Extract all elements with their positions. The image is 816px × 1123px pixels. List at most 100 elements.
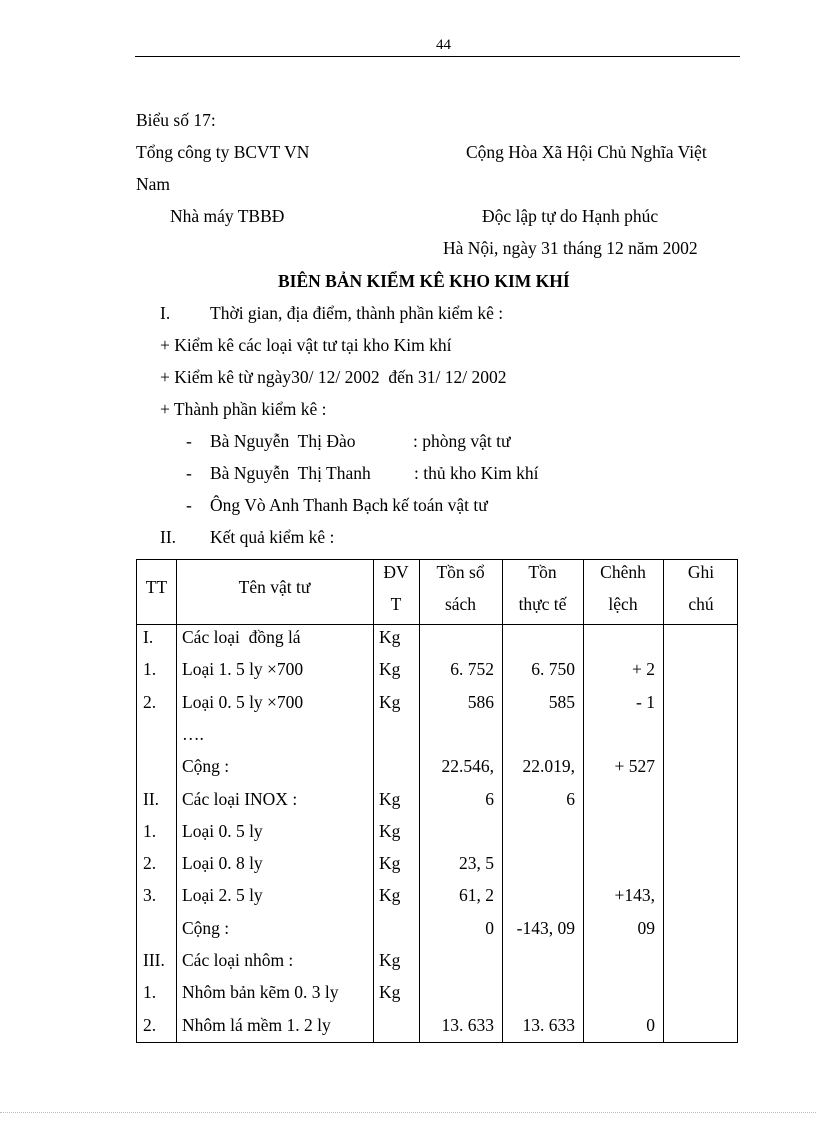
cell-book-stock: Tồn sổ: [436, 562, 485, 582]
section1-text: Thời gian, địa điểm, thành phần kiểm kê …: [210, 303, 504, 323]
cell-difference: +143,: [614, 885, 656, 906]
cell-tt: 3.: [143, 885, 157, 906]
cell-book-stock: 61, 2: [459, 885, 494, 906]
page-bottom-edge: [0, 1112, 816, 1113]
member-role: : kế toán vật tư: [383, 495, 488, 515]
header-rule: [135, 56, 740, 57]
cell-book-stock: 0: [485, 917, 494, 938]
cell-book-stock: 6: [485, 788, 494, 809]
member-dash: -: [186, 495, 192, 515]
cell-difference: Chênh: [600, 562, 646, 582]
column-divider: [663, 560, 664, 1042]
inventory-table: TT Tên vật tư ĐV T Tồn sổ sách Tồn thực tế Chênh…: [136, 559, 738, 1043]
column-divider: [176, 560, 177, 1042]
form-label: Biểu số 17:: [136, 110, 216, 130]
cell-book-stock: 23, 5: [459, 853, 494, 874]
cell-name: Loại 0. 8 ly: [182, 853, 263, 874]
cell-unit: Kg: [379, 853, 401, 874]
section2-text: Kết quả kiểm kê :: [210, 527, 335, 547]
cell-actual-stock: 22.019,: [522, 756, 576, 777]
member-name: Ông Vò Anh Thanh Bạch: [210, 495, 389, 515]
section1-num: I.: [160, 303, 171, 323]
cell-actual-stock: Tồn: [528, 562, 557, 582]
page-number: 44: [436, 37, 451, 53]
cell-unit: Kg: [379, 950, 401, 970]
bullet: + Kiểm kê các loại vật tư tại kho Kim kh…: [160, 335, 452, 355]
cell-book-stock: 13. 633: [441, 1014, 495, 1035]
member-role: : phòng vật tư: [413, 431, 511, 451]
cell-name: Các loại đồng lá: [182, 627, 301, 647]
cell-tt: 2.: [143, 691, 157, 712]
cell-tt: TT: [145, 577, 168, 597]
cell-actual-stock: thực tế: [518, 594, 567, 614]
bullet: + Kiểm kê từ ngày30/ 12/ 2002 đến 31/ 12…: [160, 367, 507, 387]
cell-difference: 0: [646, 1014, 655, 1035]
cell-name: Cộng :: [182, 917, 230, 938]
cell-actual-stock: 6. 750: [531, 659, 575, 680]
member-name: Bà Nguyễn Thị Đào: [210, 431, 356, 451]
cell-book-stock: sách: [444, 594, 477, 614]
org-right-2: Độc lập tự do Hạnh phúc: [482, 206, 659, 226]
cell-tt: 2.: [143, 1014, 157, 1035]
cell-tt: I.: [143, 627, 154, 647]
cell-book-stock: 586: [467, 691, 494, 712]
org-right-1-cont: Nam: [136, 174, 171, 194]
cell-unit: Kg: [379, 691, 401, 712]
cell-unit: T: [390, 594, 402, 614]
document-title: BIÊN BẢN KIỂM KÊ KHO KIM KHÍ: [278, 271, 570, 291]
member-name: Bà Nguyễn Thị Thanh: [210, 463, 371, 483]
column-divider: [419, 560, 420, 1042]
cell-name: Cộng :: [182, 756, 230, 777]
cell-note: Ghi: [687, 562, 715, 582]
cell-unit: Kg: [379, 659, 401, 680]
cell-tt: 1.: [143, 982, 157, 1003]
member-role: : thủ kho Kim khí: [414, 463, 539, 483]
org-left-1: Tổng công ty BCVT VN: [136, 142, 310, 162]
member-dash: -: [186, 463, 192, 483]
cell-name: Loại 1. 5 ly ×700: [182, 659, 304, 680]
cell-name: Nhôm lá mềm 1. 2 ly: [182, 1014, 331, 1035]
cell-actual-stock: 13. 633: [522, 1014, 576, 1035]
cell-tt: 1.: [143, 659, 157, 680]
cell-difference: - 1: [636, 691, 655, 712]
cell-difference: 09: [637, 917, 656, 938]
cell-note: chú: [688, 594, 714, 614]
cell-tt: 1.: [143, 820, 157, 841]
cell-name: Loại 0. 5 ly ×700: [182, 691, 304, 712]
cell-name: Loại 2. 5 ly: [182, 885, 263, 906]
org-left-2: Nhà máy TBBĐ: [170, 206, 285, 226]
column-divider: [502, 560, 503, 1042]
cell-unit: Kg: [379, 885, 401, 906]
cell-actual-stock: 585: [548, 691, 575, 712]
column-divider: [583, 560, 584, 1042]
cell-unit: Kg: [379, 627, 401, 647]
cell-actual-stock: -143, 09: [516, 917, 575, 938]
bullet: + Thành phần kiểm kê :: [160, 399, 327, 419]
cell-difference: lệch: [608, 594, 638, 614]
org-right-1: Cộng Hòa Xã Hội Chủ Nghĩa Việt: [466, 142, 707, 162]
cell-tt: III.: [143, 950, 165, 970]
cell-unit: Kg: [379, 820, 401, 841]
cell-difference: + 527: [614, 756, 656, 777]
date-line: Hà Nội, ngày 31 tháng 12 năm 2002: [443, 238, 698, 258]
cell-name: Loại 0. 5 ly: [182, 820, 263, 841]
cell-unit: ĐV: [383, 562, 409, 582]
cell-book-stock: 22.546,: [441, 756, 495, 777]
cell-name: Các loại nhôm :: [182, 950, 294, 970]
header-divider: [137, 624, 737, 625]
cell-tt: 2.: [143, 853, 157, 874]
cell-difference: + 2: [632, 659, 655, 680]
column-divider: [373, 560, 374, 1042]
cell-name: Nhôm bản kẽm 0. 3 ly: [182, 982, 339, 1003]
cell-actual-stock: 6: [566, 788, 575, 809]
cell-tt: II.: [143, 788, 160, 809]
cell-book-stock: 6. 752: [450, 659, 494, 680]
cell-name: Các loại INOX :: [182, 788, 298, 809]
member-dash: -: [186, 431, 192, 451]
cell-name: ….: [182, 723, 204, 744]
section2-num: II.: [160, 527, 177, 547]
cell-name: Tên vật tư: [238, 577, 311, 597]
cell-unit: Kg: [379, 982, 401, 1003]
cell-unit: Kg: [379, 788, 401, 809]
